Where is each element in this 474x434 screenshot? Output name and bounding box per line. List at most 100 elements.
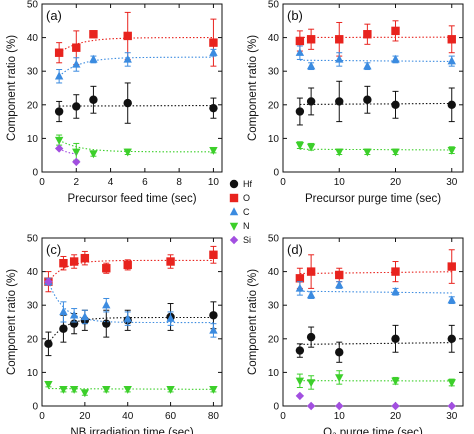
y-tick-label: 30: [268, 67, 280, 78]
x-tick-label: 0: [280, 411, 286, 422]
x-tick-label: 0: [280, 177, 286, 188]
data-point: [391, 287, 400, 295]
chart-panel: 0 10 20 30 40 50 0 10 20 30 O₂ purge time (sec) Com…: [247, 234, 464, 434]
y-tick-label: 30: [27, 67, 39, 78]
data-point: [44, 380, 53, 389]
data-point: [123, 313, 132, 322]
x-axis-label: NB irradiation time (sec): [70, 427, 194, 434]
data-point: [295, 141, 305, 150]
data-point: [295, 377, 305, 386]
x-axis-label: O₂ purge time (sec): [323, 427, 423, 434]
data-point: [447, 401, 456, 411]
x-tick-label: 20: [390, 411, 402, 422]
x-tick-label: 80: [208, 411, 220, 422]
legend-label: Hf: [243, 179, 252, 189]
plot-frame: [282, 237, 464, 407]
chart-panel: 0 10 20 30 40 50 0 20 40 60 80 NB irradiation time …: [6, 234, 223, 434]
data-point: [295, 48, 305, 56]
data-point: [363, 30, 372, 39]
series-c: [295, 280, 456, 305]
data-point: [306, 267, 316, 276]
data-point: [447, 379, 456, 388]
data-point: [209, 48, 218, 56]
series-n: [295, 141, 456, 157]
data-point: [89, 54, 98, 63]
data-point: [102, 386, 111, 394]
y-tick-label: 40: [27, 267, 39, 278]
data-point: [335, 374, 344, 383]
y-tick-label: 20: [268, 100, 280, 111]
data-point: [391, 334, 400, 343]
x-tick-label: 0: [39, 177, 45, 188]
data-point: [295, 274, 305, 283]
panel-tag: (a): [46, 8, 62, 23]
y-tick-label: 30: [27, 301, 39, 312]
data-point: [80, 389, 90, 398]
data-point: [295, 36, 305, 46]
data-point: [209, 325, 218, 334]
data-point: [306, 61, 316, 70]
x-tick-label: 8: [176, 177, 182, 188]
trend-line: [299, 148, 452, 151]
data-point: [209, 250, 218, 259]
y-tick-label: 0: [273, 402, 279, 413]
data-point: [54, 136, 64, 145]
data-point: [306, 401, 316, 411]
data-point: [72, 148, 81, 157]
y-tick-label: 20: [27, 334, 39, 345]
y-tick-label: 0: [32, 402, 38, 413]
legend-marker: [229, 179, 239, 189]
series-si: [54, 144, 81, 167]
plot-frame: [282, 3, 464, 173]
data-point: [335, 54, 344, 63]
chart-panel: 0 10 20 30 40 50 0 2 4 6 8 10 Precursor feed time (s…: [6, 0, 223, 205]
x-tick-label: 0: [39, 411, 45, 422]
y-tick-label: 40: [27, 33, 39, 44]
data-point: [89, 150, 98, 159]
data-point: [295, 107, 305, 116]
data-point: [54, 71, 64, 80]
data-point: [102, 300, 111, 309]
data-point: [72, 157, 81, 167]
trend-line: [299, 290, 452, 294]
x-tick-label: 30: [446, 177, 458, 188]
data-point: [306, 332, 316, 342]
data-point: [306, 379, 316, 388]
data-point: [59, 307, 68, 316]
x-tick-label: 20: [79, 411, 91, 422]
legend-marker: [229, 193, 239, 203]
data-point: [295, 391, 305, 401]
data-point: [59, 386, 68, 394]
data-point: [335, 280, 344, 289]
trend-line: [59, 105, 214, 107]
data-point: [306, 143, 316, 152]
y-axis-label: Component ratio (%): [6, 269, 18, 375]
data-point: [69, 257, 79, 266]
x-tick-label: 6: [142, 177, 148, 188]
data-point: [335, 270, 344, 280]
legend-label: O: [243, 193, 250, 203]
series-c: [54, 48, 218, 84]
data-point: [335, 401, 344, 411]
data-point: [72, 59, 81, 68]
x-tick-label: 10: [334, 411, 346, 422]
data-point: [306, 35, 316, 44]
legend-label: C: [243, 207, 250, 217]
series-si: [44, 277, 53, 286]
data-point: [54, 144, 64, 153]
y-tick-label: 0: [273, 168, 279, 179]
legend-marker: [229, 222, 239, 231]
data-point: [44, 277, 53, 286]
y-tick-label: 30: [268, 301, 280, 312]
x-axis-label: Precursor purge time (sec): [305, 193, 441, 205]
legend-item: N: [229, 221, 250, 231]
data-point: [335, 97, 344, 106]
legend-label: N: [243, 221, 250, 231]
x-tick-label: 40: [122, 411, 134, 422]
trend-line: [299, 102, 452, 106]
data-point: [335, 348, 344, 357]
y-tick-label: 20: [27, 100, 39, 111]
y-tick-label: 50: [268, 234, 280, 245]
legend-label: Si: [243, 235, 251, 245]
